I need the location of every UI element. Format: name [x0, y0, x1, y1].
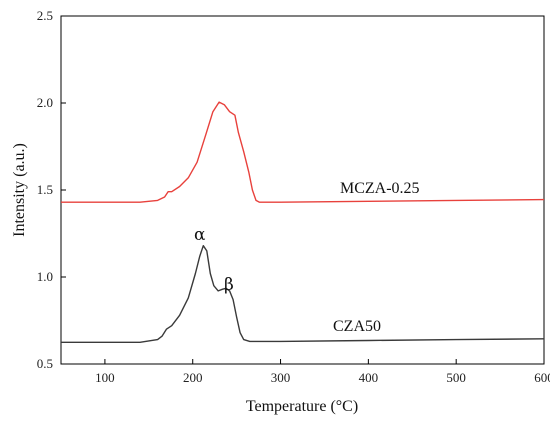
x-tick-label: 300 [271, 370, 291, 385]
y-tick-label: 2.0 [37, 95, 53, 110]
x-tick-label: 200 [183, 370, 203, 385]
x-tick-label: 400 [359, 370, 379, 385]
series-layer [61, 101, 545, 343]
x-axis: 100 200 300 400 500 600 [95, 359, 550, 385]
series-label-cza50: CZA50 [333, 318, 381, 335]
peak-label-beta: β [224, 275, 234, 295]
series-label-mcza-0-25: MCZA-0.25 [340, 180, 420, 197]
plot-frame [60, 15, 545, 365]
y-tick-label: 1.0 [37, 269, 53, 284]
y-tick-label: 1.5 [37, 182, 53, 197]
series-line-0 [61, 101, 545, 203]
x-tick-label: 600 [534, 370, 550, 385]
series-line-1 [61, 245, 545, 343]
peak-label-alpha: α [194, 225, 206, 245]
y-axis: 0.5 1.0 1.5 2.0 2.5 [37, 8, 66, 371]
x-tick-label: 500 [446, 370, 466, 385]
y-tick-label: 0.5 [37, 356, 53, 371]
y-axis-title: Intensity (a.u.) [11, 143, 28, 237]
y-tick-label: 2.5 [37, 8, 53, 23]
x-axis-title: Temperature (°C) [246, 398, 358, 415]
x-tick-label: 100 [95, 370, 115, 385]
